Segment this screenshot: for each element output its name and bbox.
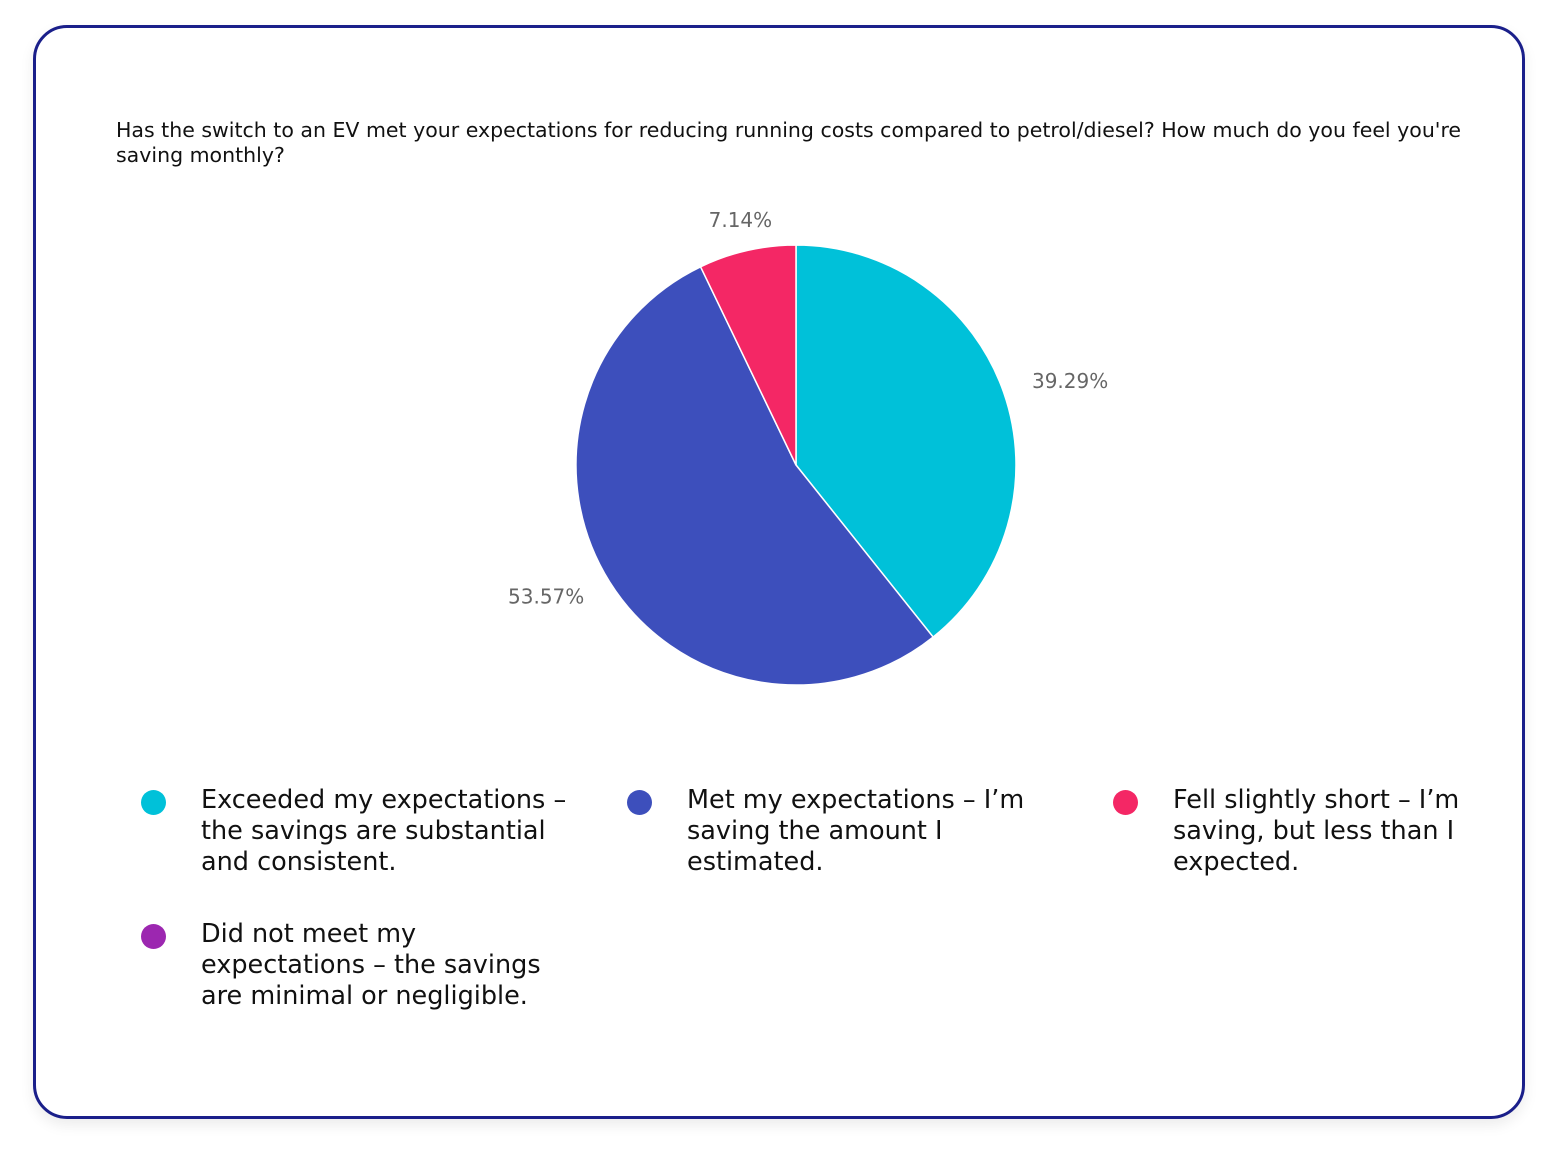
pie-slice-0[interactable] (795, 244, 1017, 639)
legend-marker-met (627, 790, 652, 815)
legend-label-fell-short: Fell slightly short – I’m saving, but le… (1173, 785, 1460, 877)
chart-title: Has the switch to an EV met your expecta… (116, 118, 1462, 167)
pie-slice-1[interactable] (575, 265, 935, 686)
chart-card: Has the switch to an EV met your expecta… (33, 25, 1525, 1119)
pie-chart: 39.29% 53.57% 7.14% (508, 208, 1108, 686)
pie-slice-label-1: 53.57% (508, 584, 584, 608)
legend-label-met: Met my expectations – I’m saving the amo… (687, 785, 1025, 877)
pie-labels: 39.29% 53.57% 7.14% (508, 208, 1108, 609)
pie-slice-2[interactable] (699, 244, 797, 466)
legend-marker-exceeded (141, 790, 166, 815)
pie-slices (575, 244, 1017, 686)
pie-slice-label-2: 7.14% (709, 208, 773, 232)
legend-marker-fell-short (1113, 790, 1138, 815)
legend-label-did-not-meet: Did not meet my expectations – the savin… (201, 919, 541, 1011)
legend-marker-did-not-meet (141, 924, 166, 949)
legend-label-exceeded: Exceeded my expectations – the savings a… (201, 785, 567, 877)
pie-slice-label-0: 39.29% (1032, 369, 1108, 393)
